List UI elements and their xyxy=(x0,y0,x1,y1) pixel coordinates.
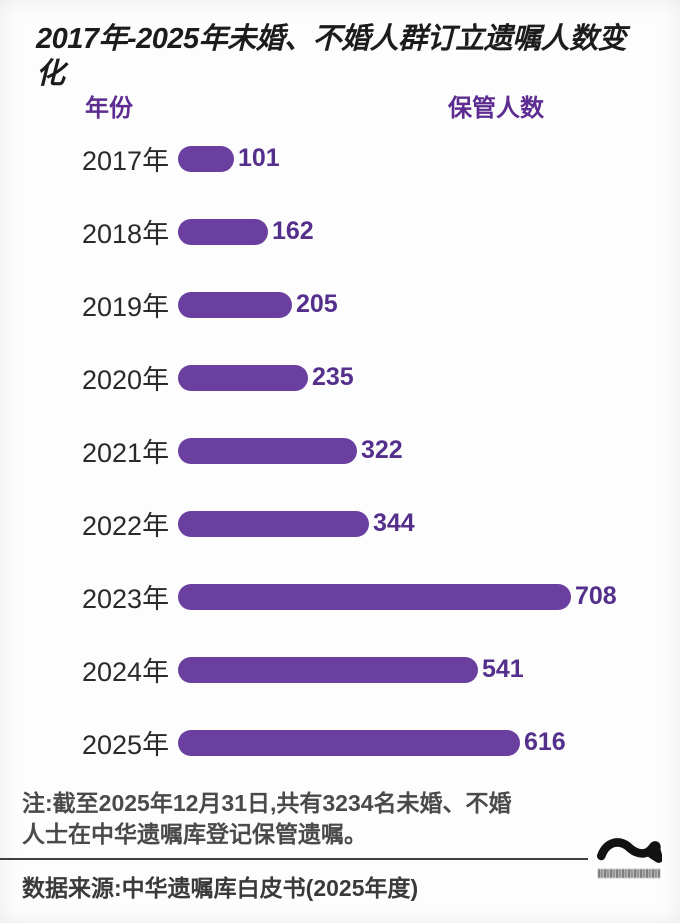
value-label: 235 xyxy=(312,363,354,391)
chart-row: 2018年 162 xyxy=(0,195,680,268)
chart-row: 2017年 101 xyxy=(0,122,680,195)
value-label: 616 xyxy=(524,728,566,756)
bar xyxy=(178,291,292,318)
wave-logo-icon xyxy=(596,838,662,863)
chart-row: 2021年 322 xyxy=(0,414,680,487)
value-label: 708 xyxy=(575,582,617,610)
bar xyxy=(178,510,369,537)
chart-row: 2024年 541 xyxy=(0,633,680,706)
bar xyxy=(178,729,520,756)
logo-caption-illegible xyxy=(598,869,660,878)
year-label: 2021年 xyxy=(82,438,170,468)
footnote-line2: 人士在中华遗嘱库登记保管遗嘱。 xyxy=(22,821,367,848)
year-label: 2024年 xyxy=(82,657,170,687)
value-label: 541 xyxy=(482,655,524,683)
footnote: 注:截至2025年12月31日,共有3234名未婚、不婚 人士在中华遗嘱库登记保… xyxy=(22,788,622,850)
value-label: 162 xyxy=(272,217,314,245)
chart-row: 2019年 205 xyxy=(0,268,680,341)
bar-chart: 2017年 101 2018年 162 2019年 205 2020年 235 2021年 322… xyxy=(0,122,680,779)
divider-line xyxy=(0,858,588,860)
year-label: 2020年 xyxy=(82,365,170,395)
chart-row: 2025年 616 xyxy=(0,706,680,779)
publisher-logo xyxy=(594,833,664,878)
bar xyxy=(178,437,357,464)
chart-row: 2023年 708 xyxy=(0,560,680,633)
value-label: 205 xyxy=(296,290,338,318)
data-source: 数据来源:中华遗嘱库白皮书(2025年度) xyxy=(22,875,419,901)
year-label: 2025年 xyxy=(82,730,170,760)
chart-row: 2020年 235 xyxy=(0,341,680,414)
footnote-line1: 注:截至2025年12月31日,共有3234名未婚、不婚 xyxy=(22,790,512,816)
bar xyxy=(178,145,234,172)
bar xyxy=(178,218,268,245)
column-header-count: 保管人数 xyxy=(448,95,544,122)
value-label: 101 xyxy=(238,144,280,172)
column-header-year: 年份 xyxy=(85,95,133,122)
value-label: 322 xyxy=(361,436,403,464)
year-label: 2022年 xyxy=(82,511,170,541)
chart-row: 2022年 344 xyxy=(0,487,680,560)
chart-title: 2017年-2025年未婚、不婚人群订立遗嘱人数变化 xyxy=(36,23,627,90)
bar xyxy=(178,364,308,391)
value-label: 344 xyxy=(373,509,415,537)
year-label: 2018年 xyxy=(82,219,170,249)
year-label: 2019年 xyxy=(82,292,170,322)
year-label: 2023年 xyxy=(82,584,170,614)
bar xyxy=(178,656,478,683)
year-label: 2017年 xyxy=(82,146,170,176)
bar xyxy=(178,583,571,610)
